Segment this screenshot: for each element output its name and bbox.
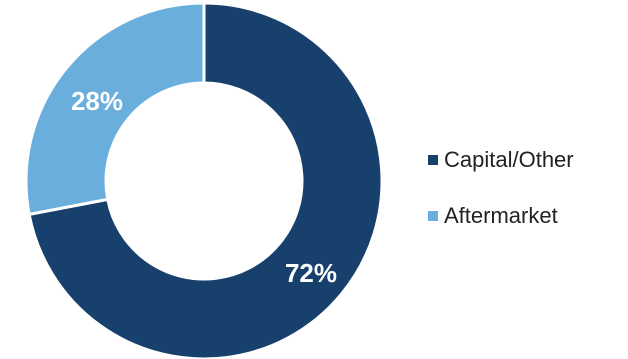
legend-item-aftermarket: Aftermarket bbox=[428, 198, 574, 234]
slice-label-capital-other: 72% bbox=[285, 258, 337, 288]
legend-swatch-capital-other bbox=[428, 155, 438, 165]
donut-chart: 72% 28% bbox=[24, 1, 384, 359]
slice-capital-other bbox=[27, 1, 384, 359]
legend-swatch-aftermarket bbox=[428, 211, 438, 221]
legend-label-capital-other: Capital/Other bbox=[444, 147, 574, 172]
legend: Capital/Other Aftermarket bbox=[428, 142, 574, 254]
legend-item-capital-other: Capital/Other bbox=[428, 142, 574, 178]
legend-label-aftermarket: Aftermarket bbox=[444, 203, 558, 228]
slice-aftermarket bbox=[24, 1, 206, 217]
slice-label-aftermarket: 28% bbox=[71, 86, 123, 116]
